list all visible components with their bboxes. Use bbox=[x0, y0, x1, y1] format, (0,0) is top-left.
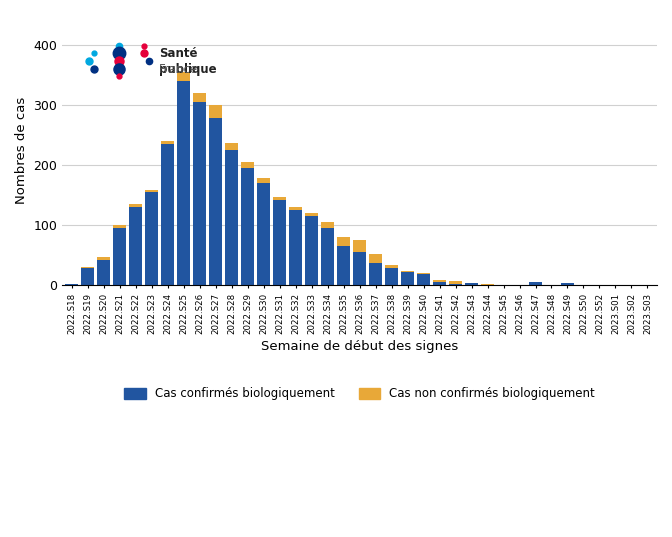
Bar bbox=[417, 273, 430, 274]
Bar bbox=[305, 213, 318, 216]
Text: France: France bbox=[159, 63, 198, 76]
Bar bbox=[529, 281, 542, 285]
Legend: Cas confirmés biologiquement, Cas non confirmés biologiquement: Cas confirmés biologiquement, Cas non co… bbox=[118, 381, 601, 407]
Bar bbox=[353, 252, 366, 285]
Bar bbox=[145, 190, 158, 192]
Bar bbox=[353, 240, 366, 252]
Bar bbox=[337, 237, 350, 246]
Bar bbox=[210, 118, 222, 285]
Bar bbox=[130, 207, 142, 285]
Bar bbox=[241, 162, 254, 168]
Bar bbox=[225, 143, 238, 150]
Bar bbox=[465, 283, 478, 284]
Bar bbox=[433, 280, 446, 282]
Bar bbox=[321, 228, 334, 285]
Bar bbox=[369, 263, 382, 285]
Bar bbox=[433, 282, 446, 285]
Bar bbox=[337, 246, 350, 285]
Bar bbox=[241, 168, 254, 285]
Bar bbox=[210, 105, 222, 118]
Bar bbox=[97, 257, 110, 260]
Bar bbox=[194, 93, 206, 102]
Bar bbox=[561, 284, 574, 285]
Bar bbox=[114, 228, 126, 285]
Bar bbox=[97, 260, 110, 285]
Bar bbox=[417, 274, 430, 285]
Bar bbox=[225, 150, 238, 285]
Bar bbox=[274, 200, 286, 285]
Bar bbox=[274, 197, 286, 200]
Bar bbox=[401, 271, 414, 272]
Bar bbox=[81, 268, 94, 285]
X-axis label: Semaine de début des signes: Semaine de début des signes bbox=[261, 339, 458, 353]
Bar bbox=[369, 254, 382, 263]
Bar bbox=[161, 141, 174, 144]
Bar bbox=[321, 222, 334, 228]
Bar bbox=[449, 281, 462, 284]
Bar bbox=[145, 192, 158, 285]
Bar bbox=[290, 207, 302, 210]
Bar bbox=[177, 81, 190, 285]
Bar bbox=[257, 183, 270, 285]
Bar bbox=[114, 225, 126, 228]
Bar bbox=[65, 284, 78, 285]
Text: Santé
publique: Santé publique bbox=[159, 47, 216, 76]
Bar bbox=[385, 265, 398, 268]
Bar bbox=[449, 284, 462, 285]
Bar bbox=[481, 284, 494, 285]
Bar bbox=[290, 210, 302, 285]
Bar bbox=[305, 216, 318, 285]
Bar bbox=[385, 268, 398, 285]
Bar bbox=[465, 284, 478, 285]
Bar bbox=[130, 204, 142, 207]
Bar bbox=[194, 102, 206, 285]
Bar bbox=[161, 144, 174, 285]
Bar bbox=[177, 72, 190, 81]
Y-axis label: Nombres de cas: Nombres de cas bbox=[15, 97, 28, 204]
Bar bbox=[401, 272, 414, 285]
Bar bbox=[81, 267, 94, 268]
Bar bbox=[257, 178, 270, 183]
